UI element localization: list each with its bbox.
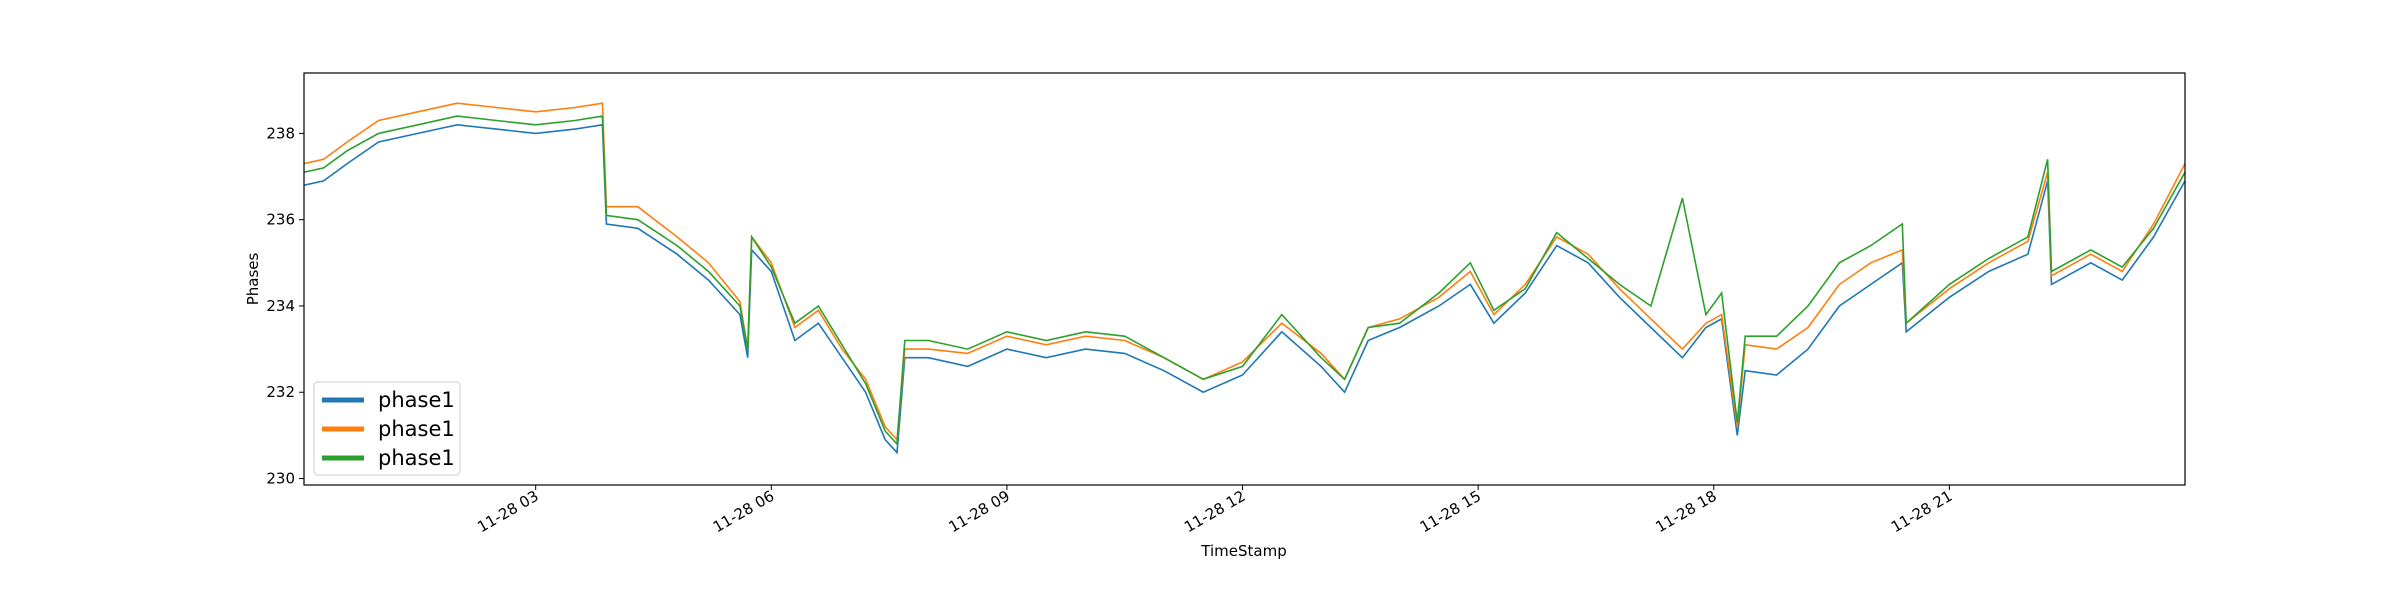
- plot-frame: [303, 72, 2186, 486]
- x-tick-label: 11-28 12: [1181, 487, 1248, 536]
- series-line: [304, 123, 2185, 455]
- legend-label: phase1: [378, 388, 455, 412]
- y-tick-label: 236: [266, 211, 295, 229]
- y-tick-label: 232: [266, 383, 295, 401]
- legend-box: [313, 381, 461, 476]
- y-tick-label: 238: [266, 124, 295, 142]
- y-tick-label: 234: [266, 297, 295, 315]
- x-axis-label: TimeStamp: [1200, 542, 1286, 560]
- y-tick-label: 230: [266, 470, 295, 488]
- x-tick-label: 11-28 09: [946, 487, 1013, 536]
- x-tick-label: 11-28 21: [1888, 487, 1955, 536]
- x-tick-label: 11-28 06: [710, 487, 777, 536]
- legend-label: phase1: [378, 417, 455, 441]
- series-line: [304, 102, 2185, 442]
- series-line: [304, 115, 2185, 446]
- legend-label: phase1: [378, 446, 455, 470]
- x-tick-label: 11-28 15: [1417, 487, 1484, 536]
- x-tick-label: 11-28 03: [474, 487, 541, 536]
- x-tick-label: 11-28 18: [1652, 487, 1719, 536]
- y-axis-label: Phases: [244, 253, 262, 306]
